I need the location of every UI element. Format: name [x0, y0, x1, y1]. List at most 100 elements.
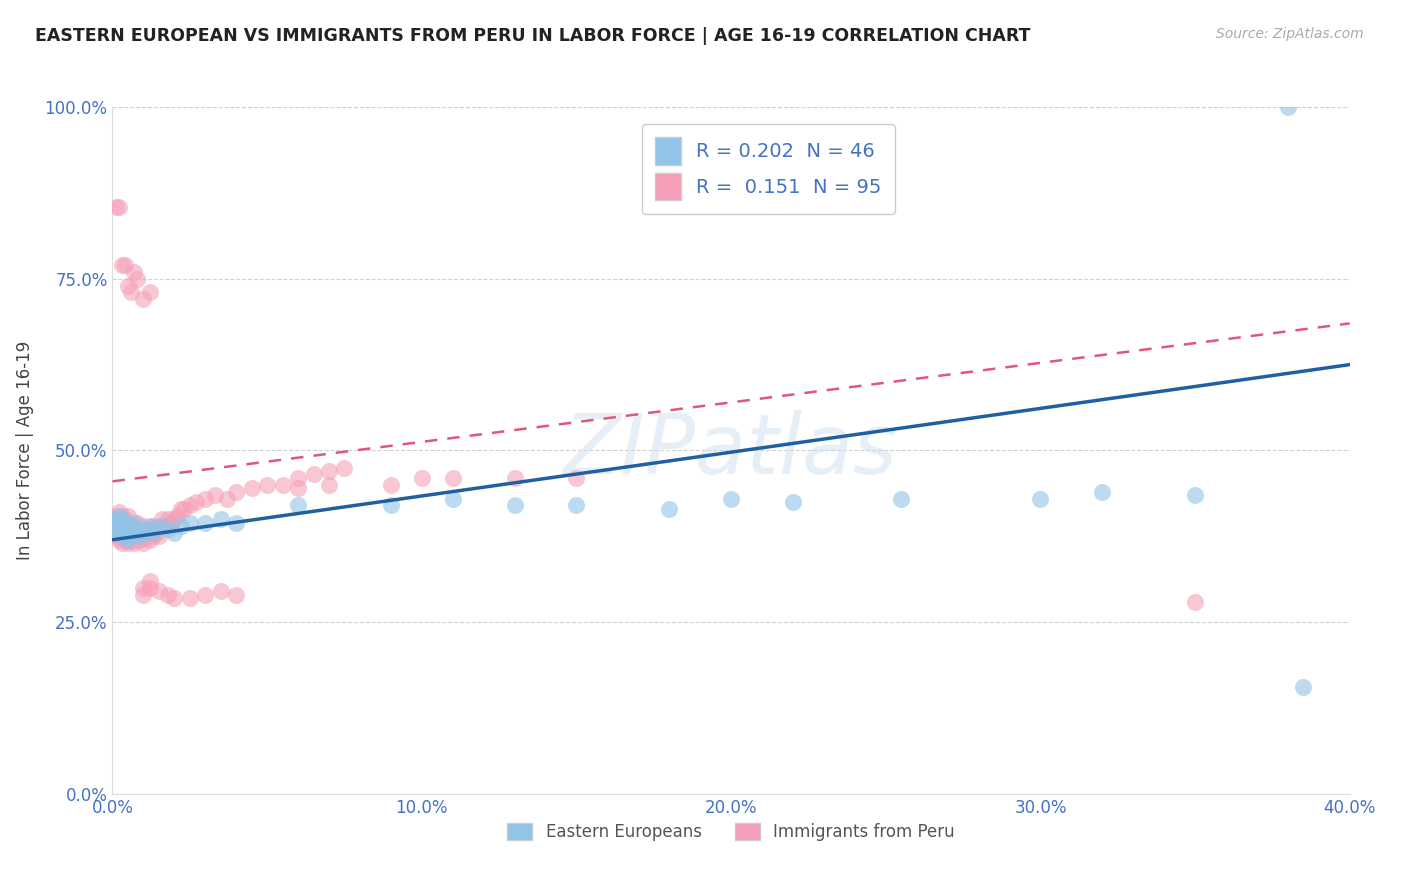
Point [132, 519, 155, 533]
Point [120, 519, 142, 533]
Point [120, 525, 142, 540]
Point [333, 460, 356, 475]
Point [114, 525, 136, 540]
Point [194, 491, 217, 506]
Point [1184, 594, 1206, 608]
Point [658, 501, 681, 516]
Point [565, 471, 588, 485]
Point [209, 584, 232, 599]
Point [122, 525, 145, 540]
Point [138, 533, 160, 547]
Point [135, 523, 157, 537]
Point [163, 525, 186, 540]
Point [117, 529, 139, 543]
Point [120, 533, 142, 547]
Point [114, 512, 136, 526]
Point [104, 512, 127, 526]
Point [117, 278, 139, 293]
Point [142, 525, 165, 540]
Point [271, 478, 294, 492]
Point [132, 293, 155, 307]
Point [441, 491, 464, 506]
Point [184, 495, 207, 509]
Point [127, 533, 149, 547]
Point [117, 536, 139, 550]
Point [120, 285, 142, 300]
Point [107, 525, 129, 540]
Point [148, 584, 170, 599]
Point [104, 508, 127, 523]
Point [169, 501, 191, 516]
Point [256, 478, 278, 492]
Point [129, 529, 152, 543]
Point [117, 516, 139, 530]
Point [135, 529, 157, 543]
Point [132, 588, 155, 602]
Y-axis label: In Labor Force | Age 16-19: In Labor Force | Age 16-19 [15, 341, 34, 560]
Point [107, 516, 129, 530]
Point [150, 519, 173, 533]
Point [114, 519, 136, 533]
Point [441, 471, 464, 485]
Point [122, 516, 145, 530]
Point [127, 523, 149, 537]
Text: Source: ZipAtlas.com: Source: ZipAtlas.com [1216, 27, 1364, 41]
Point [142, 529, 165, 543]
Point [160, 516, 183, 530]
Point [132, 536, 155, 550]
Point [318, 464, 340, 478]
Point [104, 519, 127, 533]
Point [111, 536, 134, 550]
Point [1184, 488, 1206, 502]
Point [122, 265, 145, 279]
Point [173, 501, 195, 516]
Point [411, 471, 433, 485]
Point [287, 499, 309, 513]
Point [104, 523, 127, 537]
Point [1029, 491, 1052, 506]
Point [111, 529, 134, 543]
Point [194, 516, 217, 530]
Point [503, 471, 526, 485]
Point [132, 529, 155, 543]
Point [111, 258, 134, 272]
Point [129, 523, 152, 537]
Point [145, 523, 167, 537]
Point [179, 499, 201, 513]
Point [107, 512, 129, 526]
Point [163, 591, 186, 606]
Point [148, 529, 170, 543]
Point [117, 523, 139, 537]
Point [132, 581, 155, 595]
Point [122, 523, 145, 537]
Point [107, 525, 129, 540]
Point [117, 533, 139, 547]
Point [225, 484, 247, 499]
Point [122, 529, 145, 543]
Point [1277, 100, 1299, 114]
Point [107, 508, 129, 523]
Point [157, 523, 180, 537]
Point [107, 505, 129, 519]
Point [114, 525, 136, 540]
Point [225, 516, 247, 530]
Point [318, 478, 340, 492]
Point [127, 516, 149, 530]
Text: EASTERN EUROPEAN VS IMMIGRANTS FROM PERU IN LABOR FORCE | AGE 16-19 CORRELATION : EASTERN EUROPEAN VS IMMIGRANTS FROM PERU… [35, 27, 1031, 45]
Point [287, 481, 309, 495]
Point [225, 588, 247, 602]
Point [194, 588, 217, 602]
Point [782, 495, 804, 509]
Point [153, 519, 176, 533]
Point [127, 271, 149, 285]
Point [179, 516, 201, 530]
Point [111, 516, 134, 530]
Point [145, 525, 167, 540]
Point [302, 467, 325, 482]
Point [287, 471, 309, 485]
Point [114, 258, 136, 272]
Point [104, 529, 127, 543]
Point [163, 512, 186, 526]
Point [111, 508, 134, 523]
Point [120, 529, 142, 543]
